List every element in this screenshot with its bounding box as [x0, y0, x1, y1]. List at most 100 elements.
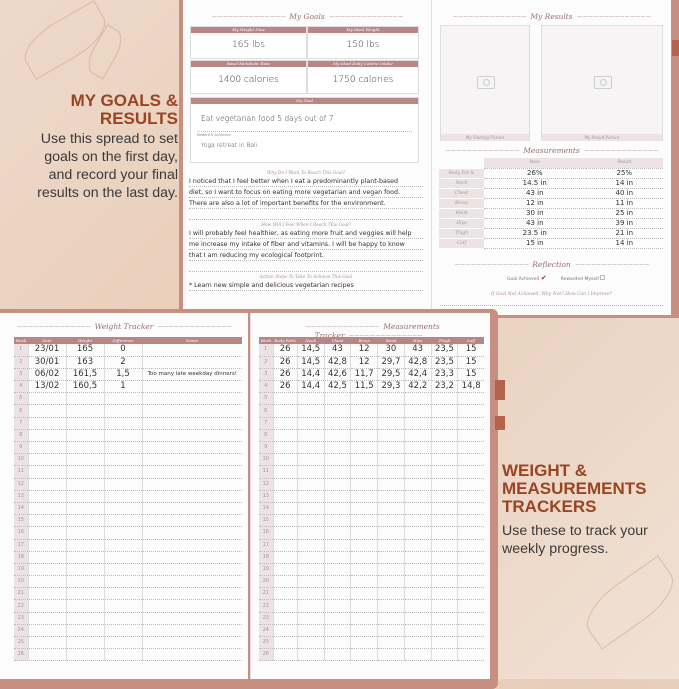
table-cell[interactable]	[430, 636, 458, 650]
table-cell[interactable]	[350, 612, 378, 625]
table-cell[interactable]	[430, 404, 458, 418]
table-cell[interactable]	[65, 429, 104, 443]
table-cell[interactable]: 161,5	[65, 368, 104, 382]
table-cell[interactable]	[403, 539, 432, 552]
table-cell[interactable]	[27, 599, 66, 613]
table-cell[interactable]	[65, 490, 104, 503]
table-cell[interactable]	[27, 624, 66, 638]
table-cell[interactable]	[141, 490, 242, 503]
table-cell[interactable]	[296, 624, 325, 638]
table-cell[interactable]	[141, 599, 242, 613]
table-cell[interactable]	[403, 563, 432, 577]
table-cell[interactable]: 30	[377, 344, 405, 357]
table-cell[interactable]	[103, 514, 142, 528]
table-cell[interactable]	[65, 599, 104, 613]
table-cell[interactable]: 23,3	[430, 368, 458, 382]
table-cell[interactable]	[323, 502, 351, 516]
table-cell[interactable]	[103, 648, 142, 662]
table-cell[interactable]	[323, 441, 351, 455]
table-cell[interactable]	[27, 563, 66, 577]
table-cell[interactable]	[103, 465, 142, 479]
table-cell[interactable]	[296, 575, 325, 589]
table-cell[interactable]	[65, 514, 104, 528]
table-cell[interactable]	[272, 636, 298, 650]
table-cell[interactable]	[377, 539, 405, 552]
table-cell[interactable]	[403, 526, 432, 540]
table-cell[interactable]	[323, 648, 351, 662]
table-cell[interactable]: 23,2	[430, 380, 458, 394]
table-cell[interactable]	[296, 648, 325, 662]
table-cell[interactable]	[377, 526, 405, 540]
table-cell[interactable]	[272, 404, 298, 418]
table-cell[interactable]	[323, 478, 351, 491]
table-cell[interactable]	[457, 490, 484, 503]
table-cell[interactable]	[103, 587, 142, 601]
table-cell[interactable]	[403, 502, 432, 516]
table-cell[interactable]	[430, 551, 458, 564]
table-cell[interactable]	[296, 526, 325, 540]
table-cell[interactable]	[141, 417, 242, 430]
table-cell[interactable]	[27, 441, 66, 455]
table-cell[interactable]	[272, 648, 298, 662]
table-cell[interactable]	[457, 624, 484, 638]
table-cell[interactable]: 163	[65, 356, 104, 369]
table-cell[interactable]	[377, 563, 405, 577]
table-cell[interactable]	[457, 417, 484, 430]
table-cell[interactable]	[27, 502, 66, 516]
table-cell[interactable]	[430, 624, 458, 638]
table-cell[interactable]	[141, 502, 242, 516]
table-cell[interactable]	[296, 453, 325, 467]
table-cell[interactable]	[430, 612, 458, 625]
table-cell[interactable]	[350, 539, 378, 552]
table-cell[interactable]	[430, 502, 458, 516]
table-cell[interactable]	[296, 636, 325, 650]
table-cell[interactable]	[350, 587, 378, 601]
table-cell[interactable]	[65, 612, 104, 625]
table-cell[interactable]	[296, 502, 325, 516]
table-cell[interactable]	[350, 417, 378, 430]
table-cell[interactable]	[323, 539, 351, 552]
table-cell[interactable]	[103, 453, 142, 467]
table-cell[interactable]	[457, 453, 484, 467]
table-cell[interactable]	[103, 612, 142, 625]
table-cell[interactable]: 13/02	[27, 380, 66, 394]
table-cell[interactable]	[27, 490, 66, 503]
table-cell[interactable]	[457, 465, 484, 479]
table-cell[interactable]: 42,5	[323, 380, 351, 394]
table-cell[interactable]	[377, 587, 405, 601]
table-cell[interactable]	[377, 417, 405, 430]
table-cell[interactable]	[350, 551, 378, 564]
table-cell[interactable]	[272, 575, 298, 589]
table-cell[interactable]	[457, 539, 484, 552]
table-cell[interactable]	[27, 648, 66, 662]
table-cell[interactable]	[457, 636, 484, 650]
table-cell[interactable]: 14,4	[296, 368, 325, 382]
table-cell[interactable]	[141, 575, 242, 589]
table-cell[interactable]	[27, 478, 66, 491]
table-cell[interactable]	[103, 551, 142, 564]
table-cell[interactable]	[65, 648, 104, 662]
table-cell[interactable]	[430, 453, 458, 467]
table-cell[interactable]	[403, 648, 432, 662]
table-cell[interactable]	[296, 539, 325, 552]
table-cell[interactable]: 42,6	[323, 368, 351, 382]
table-cell[interactable]	[403, 429, 432, 443]
table-cell[interactable]	[103, 539, 142, 552]
table-cell[interactable]	[272, 490, 298, 503]
table-cell[interactable]: 42,8	[323, 356, 351, 369]
table-cell[interactable]	[272, 526, 298, 540]
table-cell[interactable]	[65, 392, 104, 406]
table-cell[interactable]	[350, 624, 378, 638]
table-cell[interactable]	[457, 526, 484, 540]
table-cell[interactable]: 26	[272, 344, 298, 357]
table-cell[interactable]	[457, 392, 484, 406]
table-cell[interactable]	[323, 563, 351, 577]
table-cell[interactable]	[350, 490, 378, 503]
table-cell[interactable]	[403, 404, 432, 418]
table-cell[interactable]	[272, 563, 298, 577]
table-cell[interactable]	[296, 587, 325, 601]
table-cell[interactable]	[457, 502, 484, 516]
table-cell[interactable]	[272, 441, 298, 455]
table-cell[interactable]: 26	[272, 380, 298, 394]
table-cell[interactable]	[272, 478, 298, 491]
